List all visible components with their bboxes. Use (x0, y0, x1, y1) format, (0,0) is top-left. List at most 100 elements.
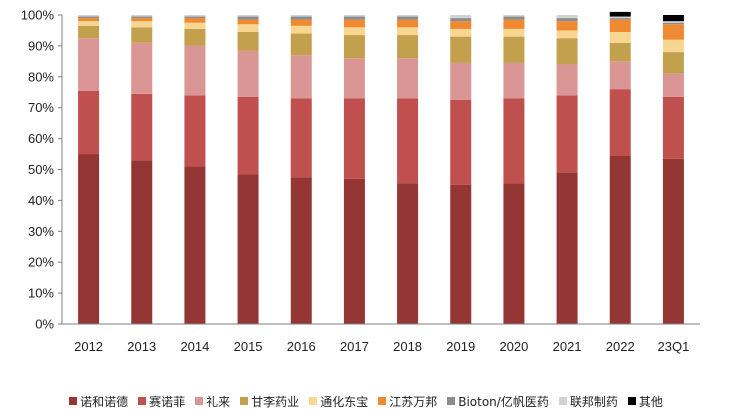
legend-label: 其他 (638, 394, 663, 409)
x-tick-label: 2013 (127, 339, 156, 354)
legend-label: 通化东宝 (320, 394, 369, 409)
bar-segment (450, 36, 472, 63)
bar-segment (290, 19, 312, 26)
bar-segment (662, 96, 684, 159)
y-tick-label: 30% (28, 224, 54, 239)
legend-item: 通化东宝 (309, 393, 368, 410)
x-axis-ticks: 2012 2013 2014 2015 2016 2017 2018 2019 2020 2021… (74, 339, 689, 354)
legend-swatch (240, 397, 249, 405)
legend-swatch (378, 397, 387, 405)
bar-segment (78, 18, 100, 22)
bar-segment (609, 18, 631, 20)
legend-swatch (138, 397, 147, 405)
x-tick-label: 2015 (234, 339, 263, 354)
legend: 诺和诺德 赛诺菲 礼来 甘李药业 通化东宝 江苏万邦 Bioton/亿帆医药 联邦制药 其他 (0, 390, 732, 412)
y-axis-ticks: 0% 10% 20% 30% 40% 50% 60% 70% 80% 90% 100% (21, 8, 62, 332)
bar-segment (503, 36, 525, 63)
legend-swatch (558, 397, 567, 405)
bar-segment (184, 166, 206, 324)
bar-segment (131, 18, 153, 22)
bar-segment (450, 184, 472, 324)
bar-segment (450, 18, 472, 22)
bar-segment (503, 28, 525, 37)
legend-swatch (627, 397, 636, 405)
bar-segment (662, 73, 684, 97)
legend-swatch (195, 397, 204, 405)
bar-segment (237, 32, 259, 51)
legend-item: Bioton/亿帆医药 (447, 393, 549, 410)
x-tick-label: 2021 (553, 339, 582, 354)
x-tick-label: 2020 (499, 339, 528, 354)
bar-segment (503, 19, 525, 29)
legend-item: 江苏万邦 (378, 393, 437, 410)
bar-segment (184, 28, 206, 46)
bar-segment (503, 15, 525, 17)
legend-swatch (447, 397, 456, 405)
bar-segment (184, 45, 206, 96)
x-tick-label: 2017 (340, 339, 369, 354)
bar-segment (662, 52, 684, 74)
legend-item: 其他 (627, 393, 663, 410)
legend-label: 礼来 (206, 394, 231, 409)
bar-segment (556, 64, 578, 96)
bar-segment (343, 35, 365, 59)
bar-segment (397, 98, 419, 184)
bar-segment (662, 24, 684, 40)
bar-segment (503, 16, 525, 20)
bar-segment (237, 16, 259, 20)
bar-segment (78, 21, 100, 26)
bar-segment (397, 19, 419, 28)
x-tick-label: 2012 (74, 339, 103, 354)
bar-segment (343, 27, 365, 36)
bar-segment (397, 58, 419, 99)
bar-segment (397, 15, 419, 17)
bar-segment (237, 24, 259, 32)
bars-group (78, 11, 684, 324)
legend-label: 赛诺菲 (149, 394, 186, 409)
y-tick-label: 100% (21, 8, 55, 23)
legend-item: 联邦制药 (558, 393, 618, 410)
bar-segment (662, 39, 684, 53)
bar-segment (131, 16, 153, 19)
y-tick-label: 90% (28, 38, 54, 53)
bar-segment (78, 15, 100, 17)
bar-segment (609, 61, 631, 90)
bar-segment (662, 22, 684, 25)
bar-segment (450, 21, 472, 29)
y-tick-label: 0% (35, 317, 54, 332)
bar-segment (662, 21, 684, 23)
x-tick-label: 2016 (287, 339, 316, 354)
bar-segment (609, 19, 631, 32)
bar-segment (184, 16, 206, 19)
x-tick-label: 2014 (180, 339, 209, 354)
legend-item: 甘李药业 (240, 393, 299, 410)
bar-segment (290, 33, 312, 56)
legend-label: 甘李药业 (251, 394, 300, 409)
legend-item: 诺和诺德 (69, 393, 128, 410)
y-tick-label: 40% (28, 193, 54, 208)
x-tick-label: 2019 (446, 339, 475, 354)
bar-segment (184, 18, 206, 23)
bar-segment (78, 90, 100, 155)
bar-segment (609, 11, 631, 17)
bar-segment (184, 15, 206, 17)
bar-segment (343, 15, 365, 17)
bar-segment (397, 183, 419, 324)
bar-segment (290, 55, 312, 99)
bar-segment (343, 178, 365, 324)
bar-segment (131, 15, 153, 17)
bar-segment (450, 15, 472, 19)
bar-segment (237, 96, 259, 175)
legend-item: 礼来 (195, 393, 230, 410)
bar-segment (556, 15, 578, 19)
bar-segment (556, 21, 578, 31)
y-tick-label: 20% (28, 255, 54, 270)
bar-segment (450, 28, 472, 37)
bar-segment (503, 98, 525, 184)
y-tick-label: 70% (28, 100, 54, 115)
bar-segment (237, 15, 259, 17)
bar-segment (450, 62, 472, 100)
bar-segment (78, 16, 100, 19)
bar-segment (556, 172, 578, 324)
